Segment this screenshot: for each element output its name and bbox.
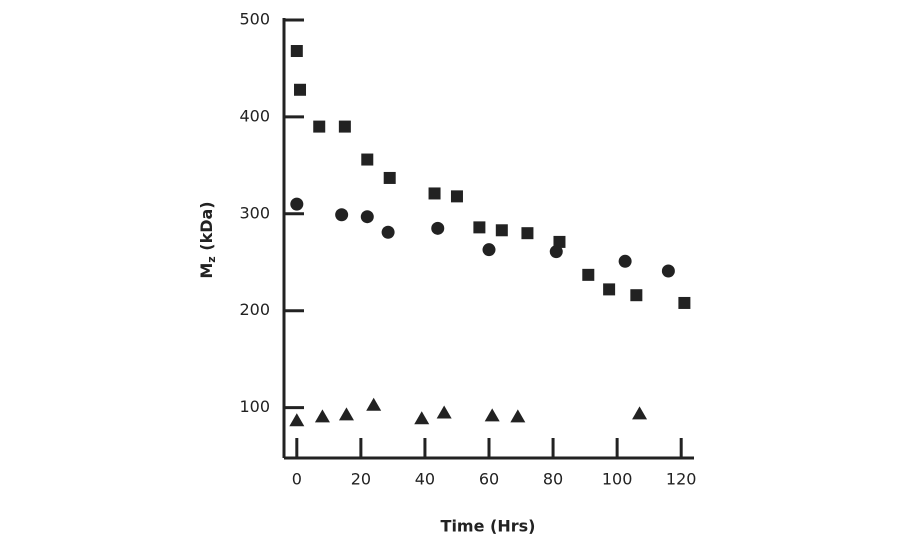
x-tick-label: 40 (415, 470, 435, 489)
square-point (678, 296, 691, 309)
circle-point (335, 208, 349, 222)
y-tick-label: 200 (239, 300, 270, 319)
circle-point (290, 197, 304, 211)
square-point (294, 83, 307, 96)
circle-point (661, 264, 675, 278)
triangle-point (366, 397, 382, 411)
x-tick-label: 20 (351, 470, 371, 489)
circle-point (381, 225, 395, 239)
triangle-point (510, 409, 526, 423)
x-tick-label: 0 (292, 470, 302, 489)
triangle-point (436, 405, 452, 419)
square-point (473, 221, 486, 234)
square-point (630, 289, 643, 302)
y-label-unit: (kDa) (197, 201, 216, 256)
circle-point (618, 254, 632, 268)
square-point (582, 268, 595, 281)
square-point (338, 120, 351, 133)
square-point (553, 235, 566, 248)
circle-point (482, 243, 496, 257)
y-label-main: M (197, 263, 216, 279)
y-axis-label: Mz (kDa) (197, 201, 219, 278)
square-point (450, 190, 463, 203)
y-tick-label: 400 (239, 106, 270, 125)
triangle-point (484, 408, 500, 422)
triangle-point (338, 407, 354, 421)
triangle-point (314, 409, 330, 423)
x-tick-label: 120 (666, 470, 697, 489)
square-point (290, 45, 303, 58)
triangle-point (414, 411, 430, 425)
x-tick-label: 60 (479, 470, 499, 489)
triangle-point (289, 413, 305, 427)
square-point (361, 153, 374, 166)
square-point (313, 120, 326, 133)
circle-point (549, 245, 563, 259)
square-point (521, 227, 534, 240)
y-tick-label: 300 (239, 203, 270, 222)
square-point (495, 224, 508, 237)
square-point (603, 283, 616, 296)
y-tick-label: 500 (239, 10, 270, 29)
circle-point (360, 210, 374, 224)
triangle-point (632, 406, 648, 420)
x-tick-label: 100 (602, 470, 633, 489)
square-point (383, 171, 396, 184)
x-tick-label: 80 (543, 470, 563, 489)
y-tick-label: 100 (239, 397, 270, 416)
y-label-sub: z (205, 256, 218, 262)
circle-point (431, 221, 445, 235)
x-axis-label: Time (Hrs) (441, 517, 536, 536)
square-point (428, 187, 441, 200)
